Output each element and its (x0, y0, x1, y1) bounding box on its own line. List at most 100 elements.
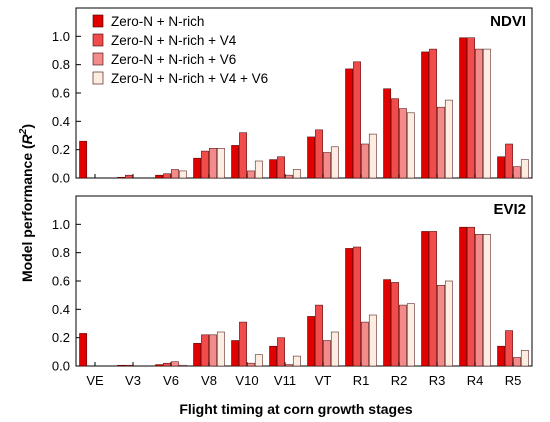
bar-evi2-series1-v3 (117, 364, 126, 367)
legend-swatch (92, 71, 104, 85)
bar-evi2-series1-vt (307, 316, 316, 367)
bar-ndvi-series2-v8 (201, 150, 209, 179)
bar-ndvi-series4-v6 (178, 170, 187, 179)
bar-evi2-series2-r5 (505, 330, 513, 367)
bar-ndvi-series1-ve (79, 140, 88, 179)
bar-evi2-series3-r1 (361, 321, 369, 367)
x-tick-label: R2 (391, 373, 408, 388)
y-axis-label-superscript: 2 (18, 128, 29, 135)
x-tick-label: R5 (505, 373, 522, 388)
bar-evi2-series2-v3 (125, 364, 133, 367)
bar-ndvi-series4-r3 (444, 99, 453, 179)
bar-evi2-series4-v10 (254, 354, 263, 367)
bar-evi2-series1-r4 (459, 226, 468, 367)
bar-evi2-series2-r4 (467, 226, 475, 367)
y-tick-label: 0.4 (52, 114, 70, 129)
y-tick-label: 1.0 (52, 29, 70, 44)
bar-ndvi-series1-r4 (459, 37, 468, 179)
y-axis-label-symbol: R (19, 133, 35, 144)
bar-ndvi-series3-r5 (513, 166, 521, 179)
bar-ndvi-series4-vt (330, 146, 339, 179)
bar-ndvi-series2-r3 (429, 48, 437, 179)
bar-evi2-series1-r5 (497, 345, 506, 367)
bar-ndvi-series1-r3 (421, 51, 430, 179)
x-tick-label: V8 (201, 373, 217, 388)
y-tick-label: 0.6 (52, 86, 70, 101)
bar-evi2-series3-vt (323, 340, 331, 367)
legend-swatch (92, 33, 104, 47)
bar-ndvi-series1-v10 (231, 145, 240, 179)
legend-label: Zero-N + N-rich + V4 (111, 33, 237, 48)
x-tick-label: R1 (353, 373, 370, 388)
bar-evi2-series2-v10 (239, 321, 247, 367)
bar-evi2-series4-vt (330, 331, 339, 367)
bar-evi2-series4-v11 (292, 355, 301, 367)
bar-evi2-series1-r3 (421, 231, 430, 367)
y-axis-label-main: Model performance ( (19, 144, 35, 282)
bar-ndvi-series3-v10 (247, 170, 255, 179)
bar-evi2-series2-r3 (429, 231, 437, 367)
bar-evi2-series3-v6 (171, 361, 179, 367)
bar-evi2-series1-r2 (383, 279, 392, 367)
bar-ndvi-series1-v3 (117, 176, 126, 179)
bar-evi2-series1-v6 (155, 364, 164, 367)
bar-evi2-series1-r1 (345, 248, 354, 367)
panel-evi2: 0.0 0.2 0.4 0.6 0.8 1.0 EVI2 (52, 195, 533, 374)
bar-ndvi-series2-v6 (163, 173, 171, 179)
bar-ndvi-series1-v11 (269, 159, 278, 179)
y-tick-label: 0.0 (52, 359, 70, 374)
legend-swatch (92, 52, 104, 66)
bar-ndvi-series1-vt (307, 136, 316, 179)
bar-evi2-series4-r1 (368, 314, 377, 367)
bar-ndvi-series2-r2 (391, 98, 399, 179)
bar-ndvi-series1-r5 (497, 156, 506, 179)
x-tick-label: VT (315, 373, 332, 388)
x-tick-label: R3 (429, 373, 446, 388)
x-tick-label: R4 (467, 373, 484, 388)
bar-ndvi-series4-v10 (254, 160, 263, 179)
bar-evi2-series2-vt (315, 304, 323, 367)
bar-ndvi-series2-v11 (277, 156, 285, 179)
bar-evi2-series3-r4 (475, 234, 483, 367)
legend-label: Zero-N + N-rich (111, 14, 204, 29)
x-axis-label: Flight timing at corn growth stages (179, 401, 413, 417)
bar-ndvi-series3-r1 (361, 143, 369, 179)
legend-swatch (92, 14, 104, 28)
bar-ndvi-series3-r4 (475, 48, 483, 179)
bar-evi2-series4-v8 (216, 331, 225, 367)
bar-ndvi-series2-v10 (239, 132, 247, 179)
y-tick-label: 0.8 (52, 245, 70, 260)
panel-title: EVI2 (493, 201, 526, 218)
x-tick-label: V6 (163, 373, 179, 388)
bar-ndvi-series3-v6 (171, 169, 179, 179)
y-tick-label: 0.6 (52, 274, 70, 289)
bar-ndvi-series2-r4 (467, 37, 475, 179)
bar-evi2-series1-v10 (231, 340, 240, 367)
bar-evi2-series2-r1 (353, 246, 361, 367)
plot-area: 0.0 0.2 0.4 0.6 0.8 1.0 NDVI 0.0 0.2 0.4 0.6 0.8 1.0… (52, 7, 533, 388)
bar-evi2-series4-r4 (482, 234, 491, 367)
y-axis-label: Model performance (R2) (18, 124, 35, 282)
bar-evi2-series3-v10 (247, 362, 255, 367)
legend-label: Zero-N + N-rich + V4 + V6 (111, 71, 268, 86)
bar-evi2-series1-v8 (193, 343, 202, 367)
bar-ndvi-series3-r3 (437, 106, 445, 179)
y-tick-label: 0.8 (52, 57, 70, 72)
bar-ndvi-series1-v6 (155, 174, 164, 179)
bar-evi2-series3-v8 (209, 334, 217, 367)
y-tick-label: 0.4 (52, 302, 70, 317)
bar-evi2-series3-r5 (513, 357, 521, 367)
bar-evi2-series4-r2 (406, 303, 415, 367)
bar-evi2-series3-r3 (437, 285, 445, 367)
bar-evi2-series2-v8 (201, 334, 209, 367)
bar-ndvi-series3-vt (323, 152, 331, 179)
bar-evi2-series1-ve (79, 333, 88, 367)
bar-ndvi-series2-vt (315, 129, 323, 179)
y-axis-label-end: ) (19, 124, 35, 129)
bar-ndvi-series4-v11 (292, 169, 301, 179)
bar-ndvi-series4-v8 (216, 148, 225, 179)
y-tick-label: 0.2 (52, 330, 70, 345)
panel-title: NDVI (490, 13, 526, 30)
bar-ndvi-series4-r1 (368, 133, 377, 179)
bar-evi2-series4-r5 (520, 350, 529, 367)
